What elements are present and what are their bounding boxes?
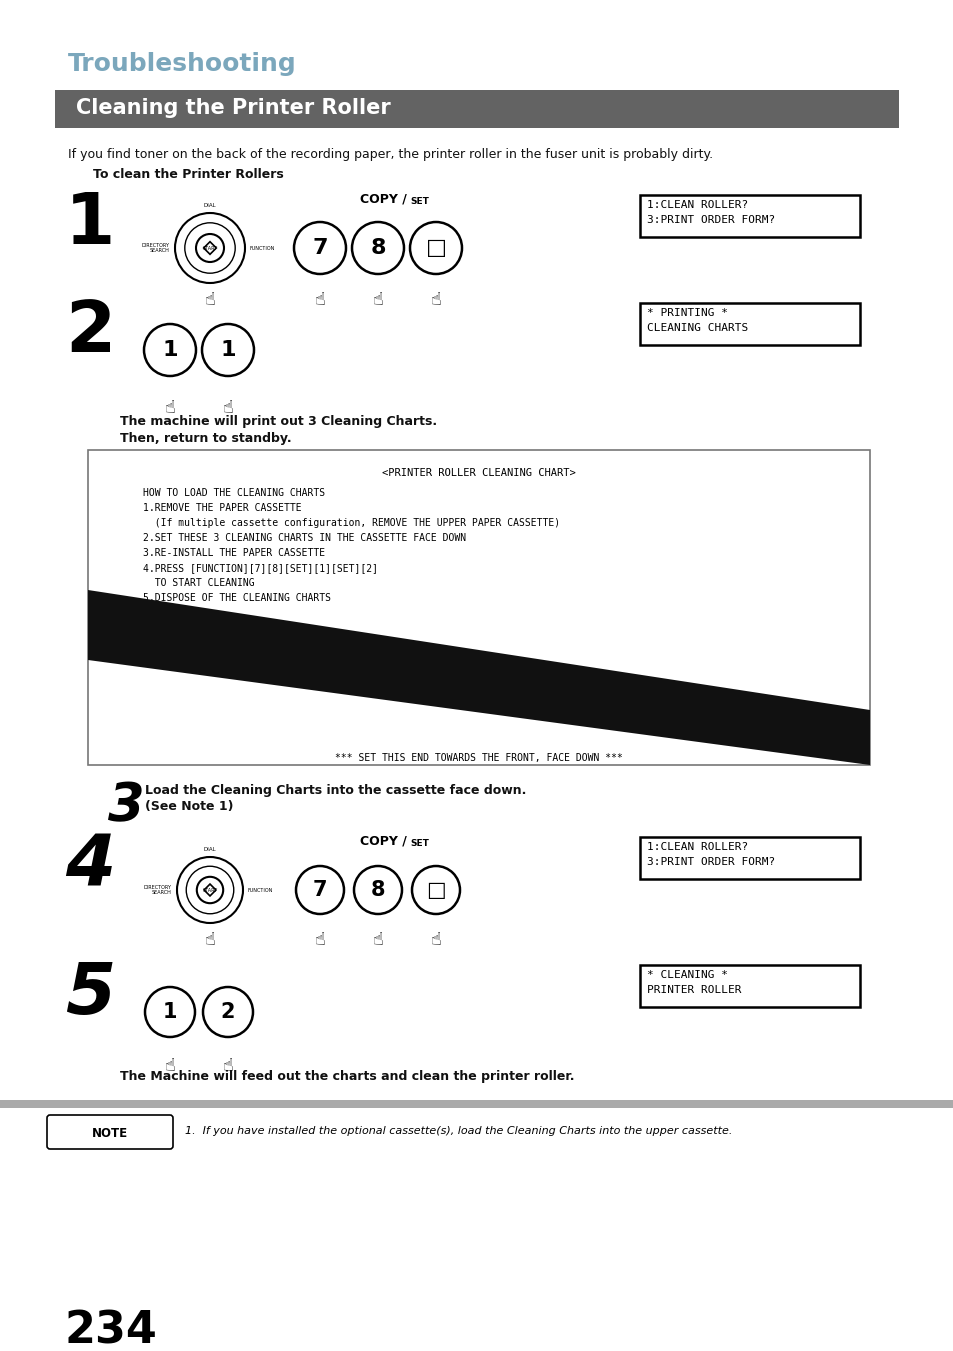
FancyBboxPatch shape [639,303,859,345]
Text: COPY /: COPY / [359,834,406,847]
Text: START: START [202,888,217,893]
Text: ☝: ☝ [314,931,325,948]
Text: □: □ [426,880,445,900]
Polygon shape [88,590,869,765]
FancyBboxPatch shape [47,1115,172,1148]
Text: DIAL: DIAL [204,847,216,852]
Text: ☝: ☝ [372,290,383,309]
Text: FUNCTION: FUNCTION [250,246,275,250]
Text: 1: 1 [162,340,177,359]
Text: 4.PRESS [FUNCTION][7][8][SET][1][SET][2]: 4.PRESS [FUNCTION][7][8][SET][1][SET][2] [143,563,377,573]
Text: 2: 2 [220,1002,235,1021]
Text: HOW TO LOAD THE CLEANING CHARTS: HOW TO LOAD THE CLEANING CHARTS [143,488,325,499]
Text: ☝: ☝ [430,931,441,948]
Text: 3: 3 [108,780,145,832]
Text: *** SET THIS END TOWARDS THE FRONT, FACE DOWN ***: *** SET THIS END TOWARDS THE FRONT, FACE… [335,753,622,763]
Text: 5: 5 [65,961,115,1029]
Text: 1: 1 [220,340,235,359]
Bar [55,91,898,128]
Text: * PRINTING *: * PRINTING * [646,308,727,317]
Text: ☝: ☝ [314,290,325,309]
Text: The Machine will feed out the charts and clean the printer roller.: The Machine will feed out the charts and… [120,1070,574,1084]
Text: ☝: ☝ [372,931,383,948]
Text: 1.  If you have installed the optional cassette(s), load the Cleaning Charts int: 1. If you have installed the optional ca… [185,1125,732,1136]
Text: TO START CLEANING: TO START CLEANING [143,578,254,588]
Text: □: □ [425,238,446,258]
Text: The machine will print out 3 Cleaning Charts.: The machine will print out 3 Cleaning Ch… [120,415,436,428]
FancyBboxPatch shape [639,838,859,880]
Text: SET: SET [410,839,429,848]
Bar [88,450,869,765]
FancyBboxPatch shape [639,965,859,1006]
Text: ☝: ☝ [204,931,215,948]
Text: To clean the Printer Rollers: To clean the Printer Rollers [92,168,283,181]
Text: ☝: ☝ [222,399,233,417]
Text: ☝: ☝ [204,290,215,309]
Text: 5.DISPOSE OF THE CLEANING CHARTS: 5.DISPOSE OF THE CLEANING CHARTS [143,593,331,603]
Text: Troubleshooting: Troubleshooting [68,51,296,76]
Text: DIAL: DIAL [204,203,216,208]
Text: 2: 2 [65,299,115,367]
Text: 1:CLEAN ROLLER?: 1:CLEAN ROLLER? [646,200,747,209]
Text: START: START [202,246,217,250]
Text: ☝: ☝ [164,1056,175,1075]
Text: Cleaning the Printer Roller: Cleaning the Printer Roller [76,99,391,118]
Text: 4: 4 [65,832,115,901]
Text: <PRINTER ROLLER CLEANING CHART>: <PRINTER ROLLER CLEANING CHART> [382,467,576,478]
FancyBboxPatch shape [639,195,859,236]
Text: ☝: ☝ [164,399,175,417]
Text: ☝: ☝ [430,290,441,309]
Text: 234: 234 [65,1310,157,1351]
Text: CLEANING CHARTS: CLEANING CHARTS [646,323,747,332]
Text: (See Note 1): (See Note 1) [145,800,233,813]
Text: (If multiple cassette configuration, REMOVE THE UPPER PAPER CASSETTE): (If multiple cassette configuration, REM… [143,517,559,528]
Text: 1: 1 [163,1002,177,1021]
Text: ☝: ☝ [222,1056,233,1075]
Text: DIRECTORY
SEARCH: DIRECTORY SEARCH [142,243,170,254]
Text: 3:PRINT ORDER FORM?: 3:PRINT ORDER FORM? [646,215,775,226]
Text: 7: 7 [312,238,328,258]
Text: 3.RE-INSTALL THE PAPER CASSETTE: 3.RE-INSTALL THE PAPER CASSETTE [143,549,325,558]
Text: NOTE: NOTE [91,1127,128,1140]
Text: PRINTER ROLLER: PRINTER ROLLER [646,985,740,994]
Text: FUNCTION: FUNCTION [248,888,274,893]
Text: 1:CLEAN ROLLER?: 1:CLEAN ROLLER? [646,842,747,852]
Text: 1: 1 [65,190,115,259]
Text: DIRECTORY
SEARCH: DIRECTORY SEARCH [144,885,172,896]
Text: If you find toner on the back of the recording paper, the printer roller in the : If you find toner on the back of the rec… [68,149,713,161]
Text: Then, return to standby.: Then, return to standby. [120,432,292,444]
Text: 8: 8 [371,880,385,900]
Text: 1.REMOVE THE PAPER CASSETTE: 1.REMOVE THE PAPER CASSETTE [143,503,301,513]
Text: 7: 7 [313,880,327,900]
Text: 8: 8 [370,238,385,258]
Text: 3:PRINT ORDER FORM?: 3:PRINT ORDER FORM? [646,857,775,867]
Text: Load the Cleaning Charts into the cassette face down.: Load the Cleaning Charts into the casset… [145,784,526,797]
Text: SET: SET [410,197,429,205]
Bar [0,1100,953,1108]
Text: * CLEANING *: * CLEANING * [646,970,727,979]
Text: COPY /: COPY / [359,192,406,205]
Text: 2.SET THESE 3 CLEANING CHARTS IN THE CASSETTE FACE DOWN: 2.SET THESE 3 CLEANING CHARTS IN THE CAS… [143,534,466,543]
